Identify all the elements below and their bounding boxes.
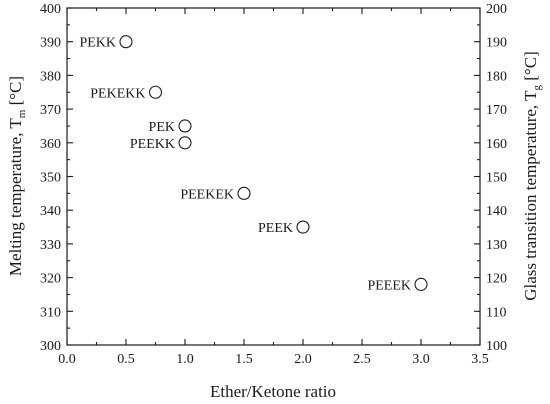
y-axis-right-title: Glass transition temperature, Tg [°C]	[521, 51, 543, 300]
data-label-peekek: PEEKEK	[180, 187, 234, 202]
axis-tick-labels: 0.0 0.5 1.0 1.5 2.0 2.5 3.0 3.5 300 310 320 330 340 3…	[40, 2, 507, 367]
y-right-tick-label: 130	[486, 238, 507, 253]
data-point-peekek	[237, 186, 251, 200]
data-label-pekekk: PEKEKK	[90, 86, 145, 101]
data-label-peek: PEEK	[258, 221, 293, 236]
data-labels: PEKK PEKEKK PEK PEEKK PEEKEK PEEK PEEEK	[79, 36, 411, 294]
x-tick-label: 2.0	[294, 352, 312, 367]
x-tick-label: 0.5	[117, 352, 135, 367]
y-right-tick-label: 110	[486, 305, 506, 320]
y-right-tick-label: 140	[486, 204, 507, 219]
y-left-tick-label: 360	[40, 137, 61, 152]
y-left-tick-label: 300	[40, 339, 61, 354]
y-left-tick-label: 380	[40, 69, 61, 84]
plot-frame	[66, 7, 481, 346]
axis-ticks	[66, 7, 481, 346]
y-left-tick-label: 390	[40, 36, 61, 51]
data-point-peekk	[178, 136, 192, 150]
y-right-tick-label: 120	[486, 272, 507, 287]
data-point-pekekk	[148, 85, 163, 99]
y-right-tick-label: 180	[486, 69, 507, 84]
y-left-tick-label: 320	[40, 272, 61, 287]
y-left-tick-label: 400	[40, 2, 61, 17]
y-right-tick-label: 160	[486, 137, 507, 152]
y-left-tick-label: 310	[40, 305, 61, 320]
y-axis-left-title: Melting temperature, Tm [°C]	[6, 76, 28, 276]
x-axis-title: Ether/Ketone ratio	[210, 382, 336, 401]
x-tick-label: 3.5	[471, 352, 489, 367]
data-point-pek	[178, 119, 192, 133]
data-label-peeek: PEEEK	[367, 278, 411, 293]
y-right-tick-label: 190	[486, 36, 507, 51]
y-right-tick-label: 100	[486, 339, 507, 354]
data-label-pekk: PEKK	[79, 36, 116, 51]
data-point-pekk	[119, 35, 133, 49]
y-right-tick-label: 150	[486, 171, 507, 186]
x-tick-label: 1.5	[235, 352, 253, 367]
x-tick-label: 0.0	[58, 352, 76, 367]
x-tick-label: 1.0	[176, 352, 194, 367]
data-markers	[119, 35, 428, 291]
data-label-pek: PEK	[149, 120, 175, 135]
y-left-tick-label: 370	[40, 103, 61, 118]
x-tick-label: 2.5	[353, 352, 371, 367]
data-point-peeek	[414, 277, 428, 291]
y-right-tick-label: 200	[486, 2, 507, 17]
y-left-tick-label: 350	[40, 171, 61, 186]
data-point-peek	[296, 220, 310, 234]
y-left-tick-label: 330	[40, 238, 61, 253]
x-tick-label: 3.0	[412, 352, 430, 367]
y-right-tick-label: 170	[486, 103, 507, 118]
data-label-peekk: PEEKK	[130, 137, 175, 152]
y-left-tick-label: 340	[40, 204, 61, 219]
